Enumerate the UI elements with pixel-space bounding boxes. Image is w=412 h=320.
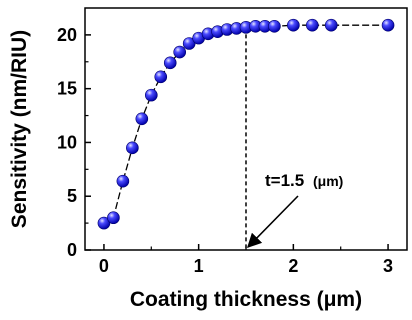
annotation-guide: [245, 27, 299, 250]
data-point: [116, 174, 130, 188]
y-axis-title: Sensitivity (nm/RIU): [8, 30, 31, 228]
annotation-arrow: [246, 195, 299, 249]
series-line: [103, 24, 389, 224]
data-point: [182, 37, 196, 50]
data-markers: [97, 18, 395, 230]
data-point: [163, 56, 177, 70]
y-tick-label: 10: [57, 132, 77, 152]
data-point: [97, 216, 111, 230]
y-axis-ticks: 0 5 10 15 20: [57, 25, 91, 260]
data-point: [173, 45, 187, 59]
data-point: [287, 18, 300, 32]
annotation-label: t=1.5 (μm): [265, 171, 343, 190]
annotation-main-text: t=1.5: [265, 171, 304, 190]
y-tick-label: 15: [57, 79, 77, 99]
data-point: [154, 70, 168, 84]
y-tick-label: 0: [67, 240, 77, 260]
data-point: [305, 18, 319, 32]
data-point: [381, 18, 395, 32]
annotation-unit-text: (μm): [313, 173, 343, 189]
x-tick-label: 1: [194, 256, 204, 276]
data-point: [126, 141, 139, 155]
data-point: [144, 88, 158, 102]
x-tick-label: 2: [288, 256, 298, 276]
x-axis-title: Coating thickness (μm): [130, 288, 362, 311]
y-tick-label: 20: [57, 25, 77, 45]
data-point: [268, 19, 281, 33]
data-point: [107, 211, 120, 225]
data-point: [324, 18, 338, 32]
x-tick-label: 0: [99, 256, 109, 276]
data-point: [135, 112, 149, 126]
x-tick-label: 3: [383, 256, 393, 276]
y-tick-label: 5: [67, 186, 77, 206]
data-series: [103, 24, 389, 224]
x-axis-ticks: 0 1 2 3: [99, 244, 393, 276]
